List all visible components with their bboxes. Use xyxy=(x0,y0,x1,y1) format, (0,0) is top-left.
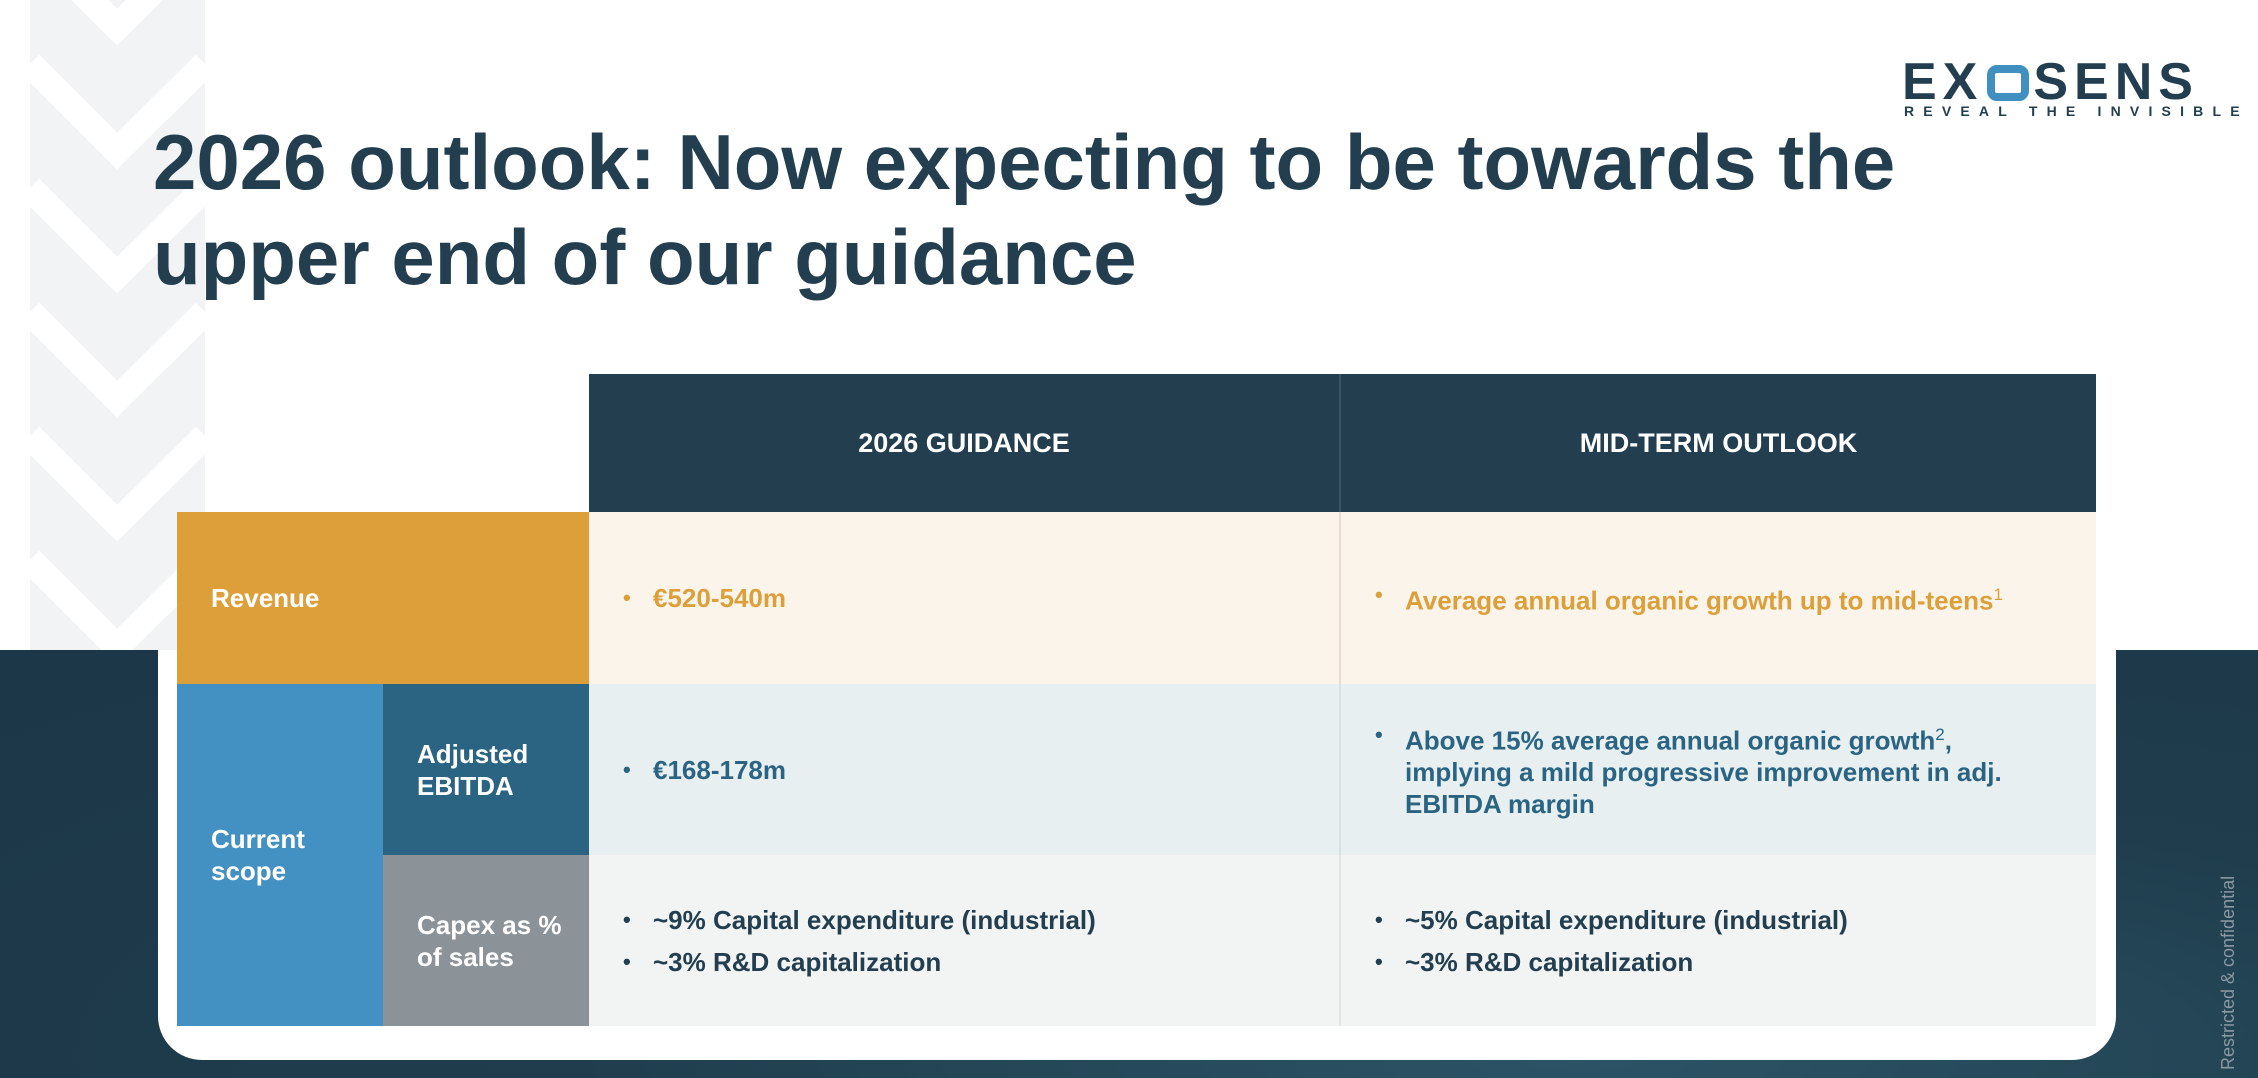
confidentiality-note: Restricted & confidential xyxy=(2218,875,2238,1070)
capex-outlook-item: ~3% R&D capitalization xyxy=(1375,946,2036,978)
footnote-1: 1 xyxy=(1993,585,2003,605)
logo-word-right: SENS xyxy=(2033,53,2199,111)
logo-tagline: REVEAL THE INVISIBLE xyxy=(1904,103,2249,119)
ebitda-guidance-item: €168-178m xyxy=(623,754,1279,786)
revenue-outlook-cell: Average annual organic growth up to mid-… xyxy=(1339,512,2096,684)
revenue-outlook-item: Average annual organic growth up to mid-… xyxy=(1375,579,2036,617)
capex-guidance-cell: ~9% Capital expenditure (industrial) ~3%… xyxy=(589,855,1339,1026)
logo-o-icon xyxy=(1987,65,2030,101)
revenue-outlook-text: Average annual organic growth up to mid-… xyxy=(1405,585,1994,616)
row-label-capex: Capex as % of sales xyxy=(383,855,589,1026)
chevron-decoration xyxy=(30,0,205,650)
exosens-logo: EX SENS REVEAL THE INVISIBLE xyxy=(1902,52,2240,119)
capex-guidance-item: ~9% Capital expenditure (industrial) xyxy=(623,904,1279,936)
ebitda-outlook-item: Above 15% average annual organic growth2… xyxy=(1375,719,2036,821)
revenue-guidance-cell: €520-540m xyxy=(589,512,1339,684)
logo-wordmark: EX SENS xyxy=(1902,52,2199,112)
row-label-revenue: Revenue xyxy=(177,512,589,684)
footnote-2: 2 xyxy=(1935,724,1945,744)
row-label-adjusted-ebitda: Adjusted EBITDA xyxy=(383,684,589,855)
header-mid-term-outlook: MID-TERM OUTLOOK xyxy=(1339,374,2096,512)
revenue-guidance-item: €520-540m xyxy=(623,582,1279,614)
ebitda-outlook-text-cont: , implying a mild progressive improvemen… xyxy=(1405,725,2002,820)
ebitda-guidance-cell: €168-178m xyxy=(589,684,1339,855)
header-2026-guidance: 2026 GUIDANCE xyxy=(589,374,1339,512)
capex-outlook-cell: ~5% Capital expenditure (industrial) ~3%… xyxy=(1339,855,2096,1026)
logo-word-left: EX xyxy=(1902,53,1984,111)
row-label-current-scope: Current scope xyxy=(177,684,383,1026)
ebitda-outlook-text: Above 15% average annual organic growth xyxy=(1405,725,1936,756)
capex-outlook-item: ~5% Capital expenditure (industrial) xyxy=(1375,904,2036,936)
ebitda-outlook-cell: Above 15% average annual organic growth2… xyxy=(1339,684,2096,855)
capex-guidance-item: ~3% R&D capitalization xyxy=(623,946,1279,978)
page-title: 2026 outlook: Now expecting to be toward… xyxy=(153,118,1896,301)
